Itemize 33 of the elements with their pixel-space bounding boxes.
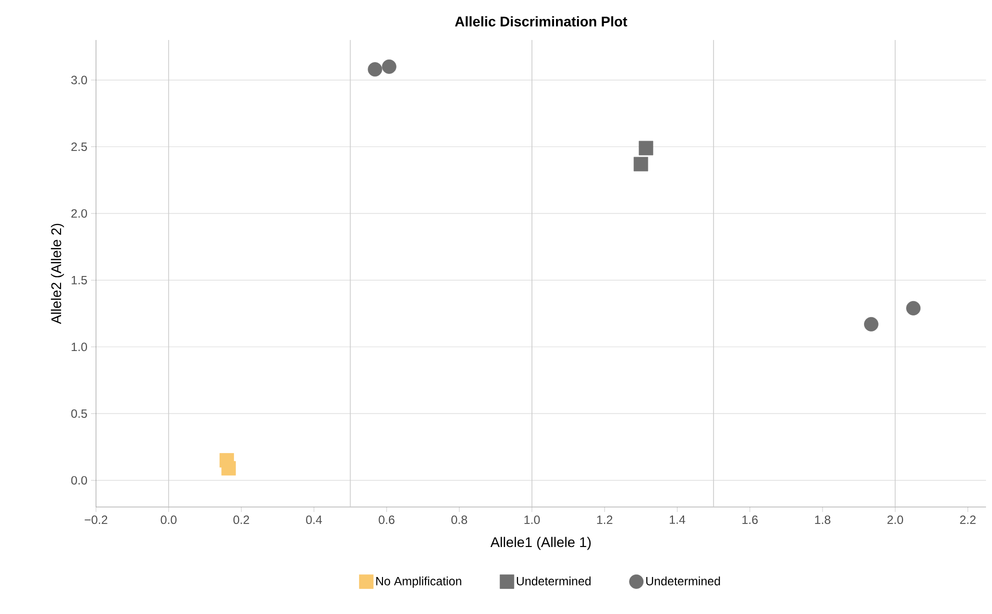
y-tick-label: 1.0 (72, 342, 88, 352)
legend-label: Undetermined (646, 576, 720, 586)
x-tick-label: 0.0 (160, 516, 177, 524)
y-axis-title: Allele2 (Allele 2) (50, 224, 64, 324)
point (634, 156, 648, 172)
x-tick-label: 1.2 (597, 516, 612, 524)
point (368, 62, 382, 77)
legend-label: Undetermined (516, 576, 591, 586)
legend-label: No Amplification (376, 576, 462, 588)
point (906, 300, 921, 316)
x-tick-label: 1.4 (670, 516, 686, 524)
point (382, 59, 396, 74)
y-tick-label: 1.5 (72, 276, 87, 284)
point (864, 317, 878, 332)
point (638, 140, 654, 156)
x-tick-label: 0.8 (451, 516, 468, 524)
x-tick-label: 2.2 (960, 516, 976, 524)
x-tick-label: 0.6 (378, 516, 394, 524)
x-tick-label: 0.4 (306, 516, 322, 524)
x-tick-label: 2.0 (887, 516, 904, 524)
y-tick-label: 0.5 (71, 409, 87, 418)
point (221, 461, 236, 476)
y-tick-label: 2.0 (71, 209, 88, 218)
x-tick-label: −0.2 (84, 516, 108, 524)
x-tick-label: 1.6 (742, 516, 758, 524)
x-tick-label: 1.8 (815, 516, 830, 524)
y-tick-label: 2.5 (71, 142, 87, 151)
chart-title: Allelic Discrimination Plot (454, 16, 628, 27)
x-axis-title: Allele1 (Allele 1) (490, 536, 591, 550)
x-tick-label: 0.2 (233, 516, 250, 524)
y-tick-label: 0.0 (71, 476, 88, 485)
y-tick-label: 3.0 (71, 76, 88, 84)
x-tick-label: 1.0 (524, 516, 540, 524)
